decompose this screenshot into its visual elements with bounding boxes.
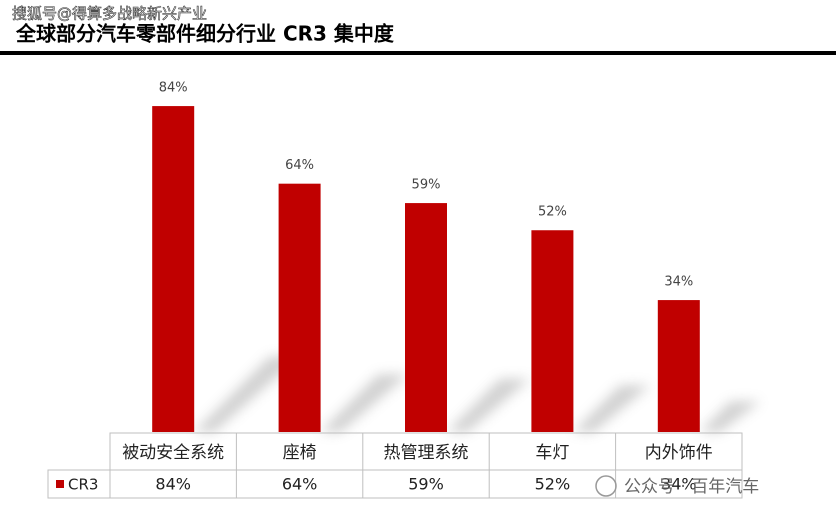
x-tick-label: 热管理系统 [384, 443, 469, 463]
bar-shadow [320, 374, 409, 432]
bar [531, 230, 574, 432]
bar-shadow [447, 378, 531, 432]
table-value: 52% [535, 475, 571, 494]
data-label: 34% [664, 275, 693, 290]
table-value: 84% [155, 475, 191, 494]
table-cell [47, 469, 743, 499]
plot: 84% 64% 59% 52% 34% [152, 81, 700, 432]
bar [152, 106, 195, 432]
table-value: 59% [408, 475, 444, 494]
x-tick-label: 内外饰件 [645, 443, 713, 463]
watermark-icon [595, 475, 617, 497]
bar [405, 203, 447, 432]
data-label: 52% [538, 205, 567, 220]
bar-shadow [194, 356, 300, 432]
table-value: 64% [282, 475, 318, 494]
data-label: 84% [159, 81, 188, 96]
data-label: 59% [412, 178, 441, 193]
watermark: 公众号 · 百年汽车 [624, 477, 759, 497]
shadows [194, 356, 761, 432]
legend-swatch [56, 480, 64, 488]
data-table: CR3 被动安全系统 84% 座椅 64% 热管理系统 59% 车灯 52% 内外饰件 34% [47, 432, 743, 499]
bar-shadow [699, 401, 761, 432]
x-tick-label: 座椅 [283, 443, 317, 463]
legend-label: CR3 [68, 476, 98, 494]
x-tick-label: 车灯 [535, 443, 569, 463]
bar-shadow [573, 385, 651, 432]
x-tick-label: 被动安全系统 [122, 443, 224, 463]
data-label: 64% [285, 158, 314, 173]
bar [278, 183, 321, 432]
bar [657, 300, 700, 432]
chart-title: 全球部分汽车零部件细分行业 CR3 集中度 [15, 22, 395, 46]
table-value: 34% [661, 475, 697, 494]
watermark: 搜狐号@得算多战略新兴产业 [12, 5, 207, 23]
title-rule [0, 51, 836, 55]
